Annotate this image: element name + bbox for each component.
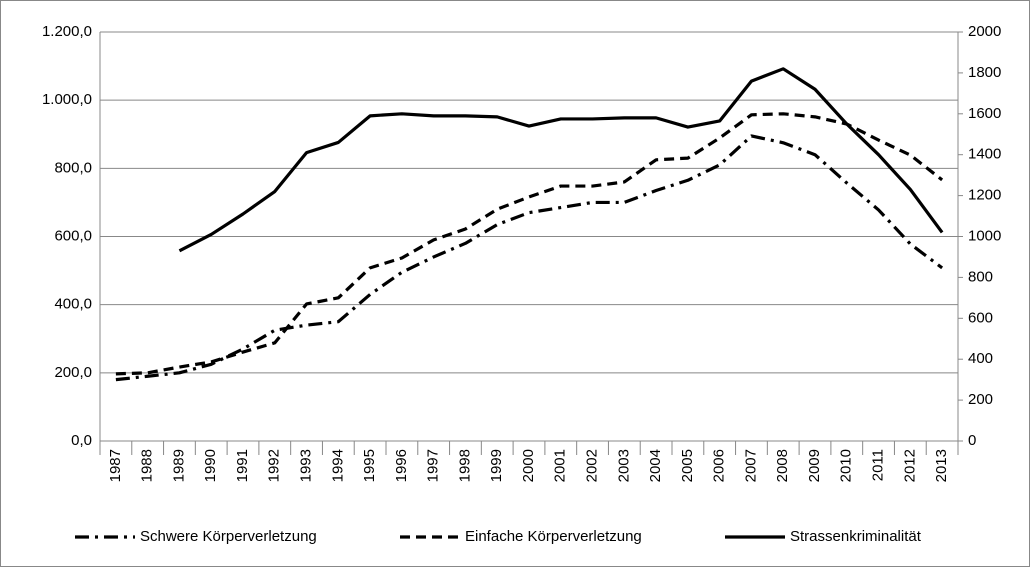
x-tick-label: 2012 — [901, 449, 918, 482]
y-tick-label: 600,0 — [54, 227, 92, 244]
x-tick-label: 2006 — [711, 449, 728, 482]
y2-tick-label: 1600 — [968, 105, 1001, 122]
x-tick-label: 2010 — [838, 449, 855, 482]
x-tick-label: 1989 — [170, 449, 187, 482]
x-tick-label: 1993 — [298, 449, 315, 482]
y2-tick-label: 800 — [968, 268, 993, 285]
x-tick-label: 1991 — [234, 449, 251, 482]
y2-tick-label: 2000 — [968, 23, 1001, 40]
y2-tick-label: 1200 — [968, 187, 1001, 204]
y2-tick-label: 400 — [968, 350, 993, 367]
y-tick-label: 800,0 — [54, 159, 92, 176]
y-tick-label: 400,0 — [54, 296, 92, 313]
x-tick-label: 1990 — [202, 449, 219, 482]
y2-tick-label: 1400 — [968, 146, 1001, 163]
y2-tick-label: 1000 — [968, 227, 1001, 244]
x-tick-label: 2013 — [933, 449, 950, 482]
legend-label: Strassenkriminalität — [790, 528, 922, 545]
x-tick-label: 2011 — [870, 449, 887, 481]
x-tick-label: 1997 — [425, 449, 442, 482]
x-tick-label: 2007 — [742, 449, 759, 482]
x-tick-label: 1987 — [107, 449, 124, 482]
x-tick-label: 2003 — [615, 449, 632, 482]
x-tick-label: 2009 — [806, 449, 823, 482]
x-tick-label: 1998 — [456, 449, 473, 482]
y-tick-label: 200,0 — [54, 364, 92, 381]
legend-label: Einfache Körperverletzung — [465, 528, 642, 545]
y-tick-label: 1.000,0 — [42, 91, 92, 108]
series-line — [115, 112, 944, 376]
y2-tick-label: 600 — [968, 309, 993, 326]
x-tick-label: 2005 — [679, 449, 696, 482]
y-tick-label: 1.200,0 — [42, 23, 92, 40]
y2-tick-label: 200 — [968, 391, 993, 408]
x-tick-label: 2004 — [647, 449, 664, 482]
x-tick-label: 2008 — [774, 449, 791, 482]
y2-tick-label: 0 — [968, 432, 976, 449]
y2-tick-label: 1800 — [968, 64, 1001, 81]
x-tick-label: 1995 — [361, 449, 378, 482]
x-tick-label: 2001 — [552, 449, 569, 482]
x-tick-label: 1996 — [393, 449, 410, 482]
x-tick-label: 1994 — [329, 449, 346, 482]
legend-label: Schwere Körperverletzung — [140, 528, 317, 545]
x-tick-label: 1992 — [266, 449, 283, 482]
y-tick-label: 0,0 — [71, 432, 92, 449]
series-line — [178, 67, 944, 253]
x-tick-label: 2002 — [584, 449, 601, 482]
x-tick-label: 1999 — [488, 449, 505, 482]
x-tick-label: 1988 — [139, 449, 156, 482]
x-tick-label: 2000 — [520, 449, 537, 482]
